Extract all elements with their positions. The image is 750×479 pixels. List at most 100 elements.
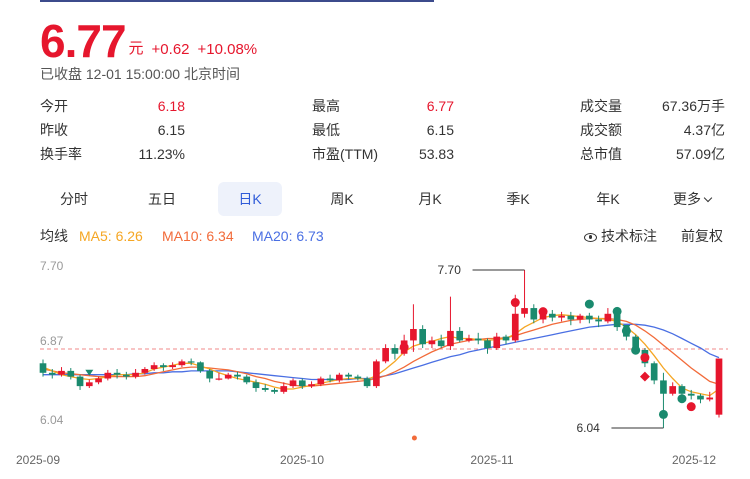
annotation-triangle — [622, 325, 631, 332]
ma-title: 均线 — [40, 228, 68, 244]
candle-body — [104, 372, 112, 379]
candle-body — [493, 336, 501, 349]
kline-chart[interactable]: 7.70 6.87 6.04 7.70 6.04 2025-09 2025-10 2025-1… — [0, 252, 750, 479]
candle-body — [586, 315, 593, 320]
annotation-dot — [538, 307, 548, 317]
stat-value: 6.77 — [426, 98, 454, 114]
market-status: 已收盘 12-01 15:00:00 北京时间 — [40, 66, 240, 82]
stat-label: 市盈(TTM) — [312, 146, 379, 162]
candle-body — [187, 361, 195, 363]
candle-body — [650, 363, 658, 381]
stat-1: 最高 6.77 — [312, 94, 454, 118]
candle-body — [474, 338, 482, 341]
annotation-dot — [677, 394, 687, 404]
candle-body — [67, 370, 75, 377]
quote-header: 6.77 元 +0.62 +10.08% — [40, 14, 257, 64]
stat-3: 昨收 6.15 — [40, 118, 185, 142]
stat-value: 67.36万手 — [661, 98, 725, 114]
eye-icon — [584, 233, 597, 242]
x-tick-label: 2025-12 — [672, 453, 716, 467]
candle-body — [335, 374, 343, 381]
stat-value: 6.18 — [157, 98, 185, 114]
candle-body — [169, 365, 176, 368]
candle-body — [447, 330, 454, 347]
candle-body — [58, 370, 65, 375]
candle-body — [363, 378, 371, 387]
stat-label: 今开 — [40, 98, 68, 114]
candle-body — [150, 365, 158, 369]
tab-6[interactable]: 年K — [574, 182, 642, 216]
candle-body — [660, 380, 667, 394]
stat-8: 总市值 57.09亿 — [580, 142, 725, 166]
candle-body — [326, 378, 334, 381]
high-marker-label: 7.70 — [438, 263, 462, 277]
stat-label: 成交量 — [580, 98, 622, 114]
stat-label: 最低 — [312, 122, 340, 138]
low-marker-label: 6.04 — [576, 421, 600, 435]
candle-body — [548, 313, 556, 318]
candle-body — [576, 315, 584, 320]
annotation-triangle — [85, 369, 94, 376]
tab-3[interactable]: 周K — [308, 182, 376, 216]
candle-body — [39, 363, 47, 373]
tab-label: 分时 — [60, 191, 88, 207]
tab-2[interactable]: 日K — [218, 182, 282, 216]
annotation-dot — [399, 342, 409, 352]
tab-1[interactable]: 五日 — [128, 182, 196, 216]
candle-body — [613, 313, 621, 328]
candle-body — [271, 389, 278, 392]
candle-body — [678, 386, 686, 394]
annotation-dot — [640, 353, 650, 363]
y-tick-label: 7.70 — [40, 259, 64, 273]
stat-label: 昨收 — [40, 122, 68, 138]
annotation-dot — [631, 345, 641, 355]
candle-body — [224, 374, 232, 379]
candle-body — [410, 329, 417, 341]
candle-body — [76, 376, 84, 387]
candle-body — [697, 395, 704, 400]
candle-body — [317, 378, 325, 385]
stat-2: 成交量 67.36万手 — [580, 94, 725, 118]
chevron-down-icon — [703, 193, 713, 203]
candle-body — [687, 393, 695, 396]
candle-body — [484, 340, 491, 349]
tab-label: 周K — [330, 191, 354, 207]
stat-4: 最低 6.15 — [312, 118, 454, 142]
candle-body — [48, 372, 56, 375]
technical-annotation-toggle[interactable]: 技术标注 — [584, 226, 657, 246]
ma10-value: MA10: 6.34 — [162, 228, 234, 244]
candle-body — [123, 374, 130, 377]
candle-body — [382, 348, 389, 362]
candle-body — [632, 336, 639, 350]
tab-7[interactable]: 更多 — [658, 182, 726, 216]
stat-7: 市盈(TTM) 53.83 — [312, 142, 454, 166]
candle-body — [289, 380, 297, 387]
candle-body — [437, 340, 445, 347]
candle-body — [567, 315, 575, 320]
candle-body — [261, 388, 269, 390]
candle-body — [539, 313, 547, 320]
forward-adjust-selector[interactable]: 前复权 — [681, 228, 723, 244]
candle-body — [345, 374, 352, 377]
candle-body — [95, 378, 102, 383]
candle-body — [521, 308, 528, 314]
tab-5[interactable]: 季K — [484, 182, 552, 216]
tab-0[interactable]: 分时 — [40, 182, 108, 216]
stat-0: 今开 6.18 — [40, 94, 185, 118]
x-tick-label: 2025-09 — [16, 453, 60, 467]
candle-body — [132, 372, 139, 377]
candle-body — [669, 386, 677, 394]
x-tick-label: 2025-10 — [280, 453, 324, 467]
ma20-value: MA20: 6.73 — [252, 228, 324, 244]
annotation-dot — [686, 402, 696, 412]
x-tick-label: 2025-11 — [470, 453, 513, 467]
stat-label: 换手率 — [40, 146, 82, 162]
y-tick-label: 6.87 — [40, 334, 64, 348]
candle-body — [298, 380, 306, 387]
candle-body — [511, 313, 519, 341]
candle-body — [456, 330, 464, 341]
y-tick-label: 6.04 — [40, 413, 64, 427]
stat-value: 6.15 — [426, 122, 454, 138]
tab-4[interactable]: 月K — [396, 182, 464, 216]
candle-body — [197, 362, 204, 371]
